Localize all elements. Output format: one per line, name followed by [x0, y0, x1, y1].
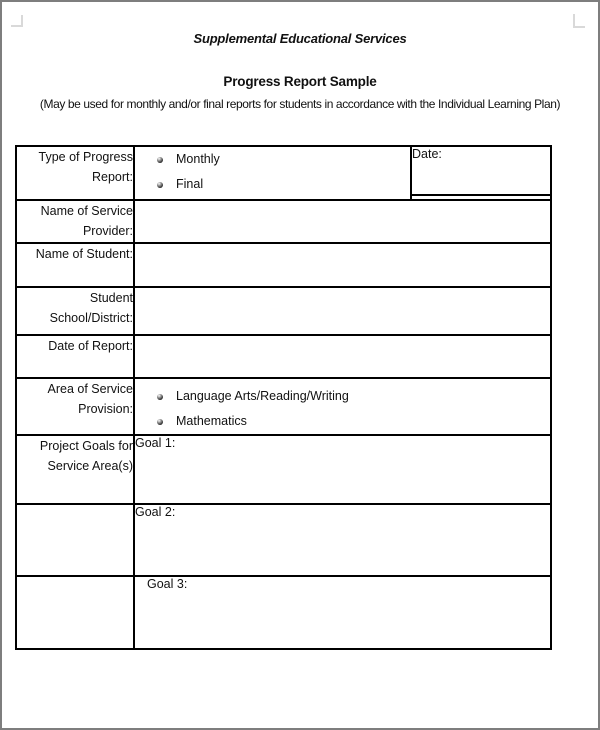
date-field-label: Date: [412, 147, 442, 161]
option-label: Language Arts/Reading/Writing [176, 389, 349, 403]
field-label-name-of-student: Name of Student: [15, 242, 135, 288]
service-area-options-cell: Language Arts/Reading/Writing Mathematic… [133, 377, 552, 436]
goal-1-input-cell[interactable]: Goal 1: [133, 434, 552, 505]
field-label-area-of-service-provision: Area of Service Provision: [15, 377, 135, 436]
table-row: Name of Student: [15, 242, 552, 288]
date-field-cell[interactable]: Date: [410, 145, 552, 201]
bullet-icon [157, 419, 163, 425]
option-final: Final [135, 172, 410, 197]
goal-2-label: Goal 2: [135, 505, 176, 519]
goal-1-label: Goal 1: [135, 436, 176, 450]
option-label: Monthly [176, 152, 220, 166]
service-provider-input-cell[interactable] [133, 199, 552, 244]
bullet-icon [157, 394, 163, 400]
progress-report-table: Type of Progress Report: Monthly Final D… [15, 145, 552, 650]
table-row: Student School/District: [15, 286, 552, 336]
table-row: Project Goals for Service Area(s) Goal 1… [15, 434, 552, 505]
margin-corner-top-right-icon [573, 14, 585, 28]
field-label-type-of-progress-report: Type of Progress Report: [15, 145, 135, 201]
school-district-input-cell[interactable] [133, 286, 552, 336]
table-row: Goal 2: [15, 503, 552, 577]
margin-corner-top-left-icon [11, 15, 23, 27]
goal-3-label: Goal 3: [147, 577, 188, 591]
report-heading: Progress Report Sample [223, 74, 377, 89]
field-label-project-goals: Project Goals for Service Area(s) [15, 434, 135, 505]
student-name-input-cell[interactable] [133, 242, 552, 288]
goal-3-input-cell[interactable]: Goal 3: [133, 575, 552, 650]
bullet-icon [157, 182, 163, 188]
empty-label-cell [15, 503, 135, 577]
date-cell-inner-border [412, 194, 550, 196]
field-label-student-school-district: Student School/District: [15, 286, 135, 336]
date-of-report-input-cell[interactable] [133, 334, 552, 379]
table-row: Name of Service Provider: [15, 199, 552, 244]
report-type-options-cell: Monthly Final [133, 145, 412, 201]
table-row: Area of Service Provision: Language Arts… [15, 377, 552, 436]
goal-2-input-cell[interactable]: Goal 2: [133, 503, 552, 577]
option-mathematics: Mathematics [135, 409, 550, 434]
option-label: Final [176, 177, 204, 191]
field-label-date-of-report: Date of Report: [15, 334, 135, 379]
option-monthly: Monthly [135, 147, 410, 172]
bullet-icon [157, 157, 163, 163]
field-label-name-of-service-provider: Name of Service Provider: [15, 199, 135, 244]
document-title: Supplemental Educational Services [193, 31, 407, 46]
report-subheading: (May be used for monthly and/or final re… [39, 97, 561, 111]
option-language-arts: Language Arts/Reading/Writing [135, 384, 550, 409]
empty-label-cell [15, 575, 135, 650]
table-row: Goal 3: [15, 575, 552, 650]
table-row: Date of Report: [15, 334, 552, 379]
table-row: Type of Progress Report: Monthly Final D… [15, 145, 552, 201]
option-label: Mathematics [176, 414, 247, 428]
